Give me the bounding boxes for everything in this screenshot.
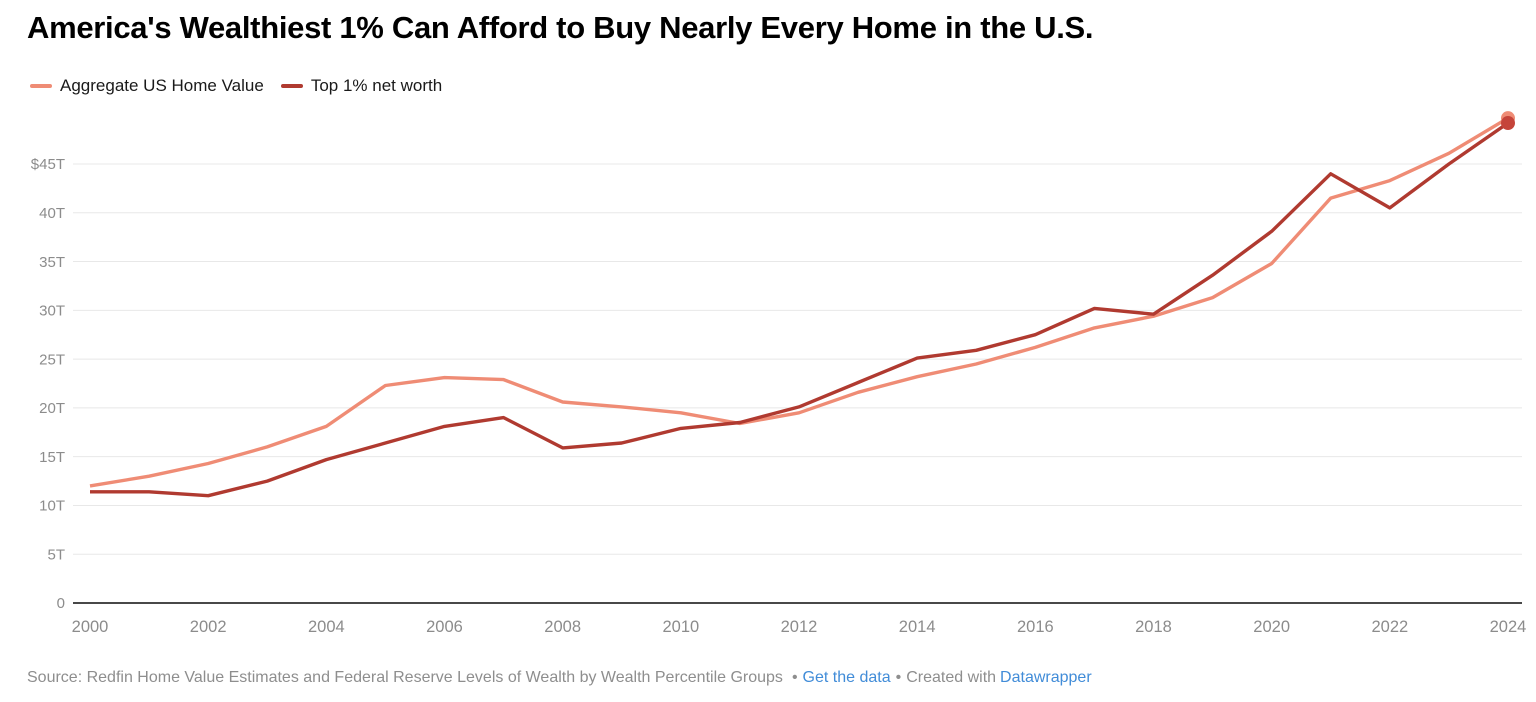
y-axis-label: 15T	[39, 449, 65, 466]
legend: Aggregate US Home Value Top 1% net worth	[30, 76, 442, 96]
page-title: America's Wealthiest 1% Can Afford to Bu…	[27, 10, 1094, 45]
y-axis-label: 30T	[39, 303, 65, 320]
y-axis-label: 5T	[47, 546, 65, 563]
source-line: Source: Redfin Home Value Estimates and …	[27, 669, 1092, 687]
x-axis-label: 2012	[781, 618, 818, 636]
legend-label-top1: Top 1% net worth	[310, 76, 443, 95]
y-axis-label: 10T	[39, 498, 65, 515]
x-axis-label: 2006	[426, 618, 463, 636]
legend-item-top1: Top 1% net worth	[280, 76, 443, 96]
source-text: Source: Redfin Home Value Estimates and …	[27, 669, 783, 686]
bullet-separator: •	[791, 669, 798, 686]
y-axis-label: 25T	[39, 351, 65, 368]
legend-item-home-value: Aggregate US Home Value	[30, 76, 264, 96]
y-axis-label: $45T	[31, 156, 65, 173]
legend-label-home-value: Aggregate US Home Value	[60, 76, 264, 95]
y-axis-label: 0	[57, 595, 65, 612]
created-with-text: Created with	[906, 669, 997, 686]
x-axis-label: 2018	[1135, 618, 1172, 636]
y-axis-label: 20T	[39, 400, 65, 417]
x-axis-label: 2000	[72, 618, 109, 636]
x-axis-label: 2020	[1253, 618, 1290, 636]
x-axis-label: 2008	[544, 618, 581, 636]
bullet-separator-2: •	[895, 669, 902, 686]
x-axis-label: 2004	[308, 618, 345, 636]
legend-swatch-top1	[280, 83, 303, 89]
y-axis-label: 35T	[39, 254, 65, 271]
series-line-home-value	[89, 116, 1509, 488]
x-axis-label: 2014	[899, 618, 936, 636]
x-axis-label: 2024	[1490, 618, 1527, 636]
x-axis-label: 2010	[662, 618, 699, 636]
series-line-top1	[90, 121, 1509, 498]
y-axis-label: 40T	[39, 205, 65, 222]
x-axis-label: 2002	[190, 618, 227, 636]
get-the-data-link[interactable]: Get the data	[802, 669, 891, 686]
x-axis-label: 2022	[1371, 618, 1408, 636]
end-dot-top1	[1500, 116, 1515, 131]
x-axis-label: 2016	[1017, 618, 1054, 636]
datawrapper-link[interactable]: Datawrapper	[1000, 669, 1092, 686]
legend-swatch-home-value	[30, 83, 52, 89]
